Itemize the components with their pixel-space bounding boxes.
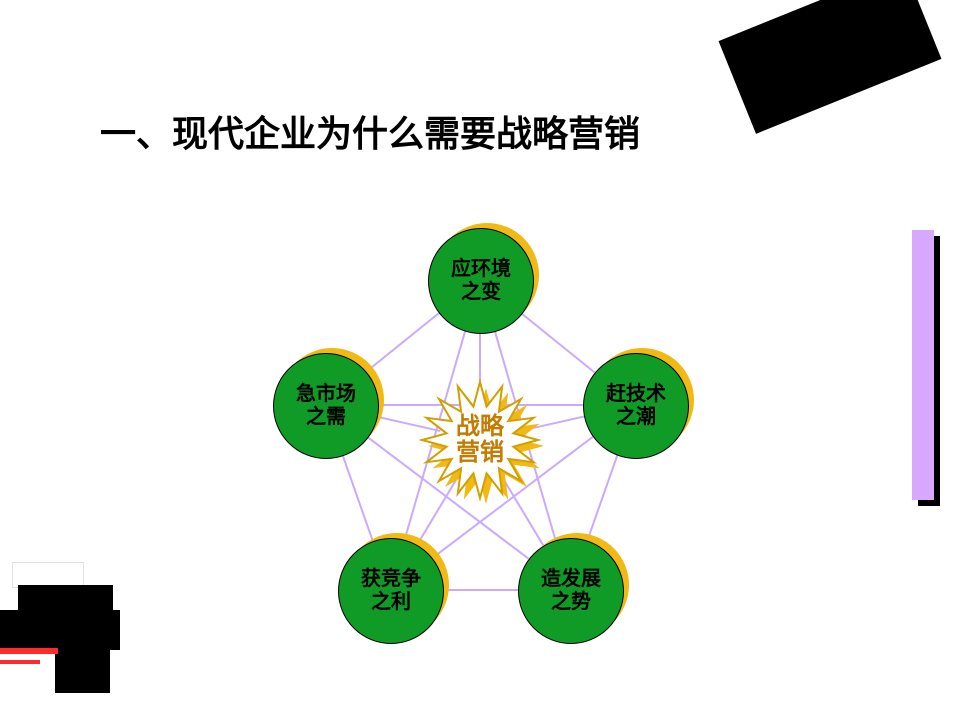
center-node: 战略 营销	[422, 382, 538, 498]
decoration-bl-black-3	[55, 648, 110, 693]
decoration-right-bar	[912, 230, 934, 500]
diagram-node-right: 赶技术 之潮	[583, 353, 689, 459]
diagram-node-top: 应环境 之变	[428, 228, 534, 334]
diagram-node-left: 急市场 之需	[273, 353, 379, 459]
decoration-bl-red-2	[0, 660, 40, 664]
decoration-bl-red-1	[0, 648, 58, 654]
diagram-node-bleft: 获竞争 之利	[338, 538, 444, 644]
diagram-node-bright: 造发展 之势	[518, 538, 624, 644]
decoration-bl-black-1	[0, 610, 120, 650]
